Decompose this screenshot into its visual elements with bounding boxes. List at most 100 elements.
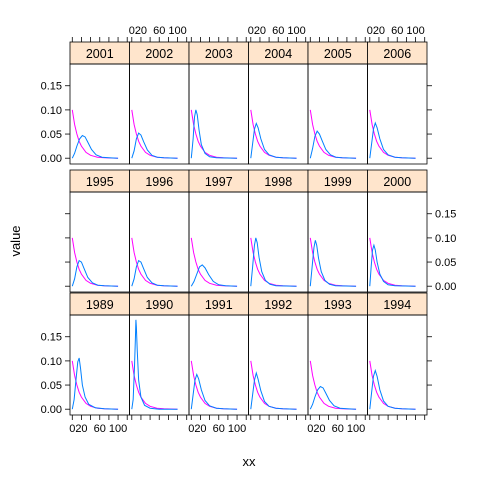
- panel-box-1996: [129, 191, 190, 293]
- panel-1992: 1992: [248, 292, 309, 416]
- strip-label-1997: 1997: [205, 175, 233, 189]
- series-magenta-1992: [250, 360, 297, 410]
- x-tick-label: 0: [307, 423, 313, 435]
- panel-2001: 2001: [69, 41, 130, 165]
- strip-label-2001: 2001: [86, 47, 114, 61]
- strip-label-1995: 1995: [86, 175, 114, 189]
- series-blue-2000: [369, 243, 416, 287]
- x-tick-label: 60: [272, 25, 284, 37]
- series-magenta-2001: [71, 109, 119, 159]
- y-tick-label: 0.00: [41, 404, 62, 416]
- series-magenta-2005: [309, 109, 357, 159]
- series-blue-1994: [369, 368, 416, 410]
- series-blue-1995: [71, 259, 119, 287]
- series-blue-1999: [309, 240, 357, 287]
- strip-label-1993: 1993: [324, 298, 352, 312]
- x-tick-label: 100: [347, 423, 365, 435]
- y-tick-label: 0.00: [435, 281, 456, 293]
- x-tick-label: 100: [168, 25, 186, 37]
- panel-box-1993: [307, 314, 368, 416]
- y-tick-label: 0.10: [41, 356, 62, 368]
- y-tick-label: 0.15: [435, 209, 456, 221]
- panel-1994: 1994: [367, 292, 428, 416]
- x-tick-label: 20: [135, 25, 147, 37]
- panel-box-2000: [367, 191, 428, 293]
- strip-label-2004: 2004: [264, 47, 292, 61]
- series-magenta-2006: [369, 109, 416, 159]
- panel-1991: 1991: [188, 292, 249, 416]
- x-tick-label: 0: [129, 25, 135, 37]
- x-tick-label: 60: [153, 25, 165, 37]
- strip-label-2005: 2005: [324, 47, 352, 61]
- panels-layer: 1989 1990 1991 1992 1993 1994 1995 1996 1997 1998…: [69, 41, 428, 416]
- panel-1996: 1996: [129, 169, 190, 293]
- x-tick-label: 0: [248, 25, 254, 37]
- series-magenta-1994: [369, 360, 416, 410]
- x-tick-label: 60: [332, 423, 344, 435]
- panel-box-1992: [248, 314, 309, 416]
- series-magenta-2003: [190, 109, 238, 159]
- panel-box-2002: [129, 63, 190, 165]
- panel-box-2006: [367, 63, 428, 165]
- x-tick-label: 20: [373, 25, 385, 37]
- panel-1993: 1993: [307, 292, 368, 416]
- x-tick-label: 60: [391, 25, 403, 37]
- series-blue-2002: [131, 132, 178, 159]
- series-magenta-1991: [190, 360, 238, 410]
- series-magenta-1990: [131, 360, 178, 410]
- panel-box-2005: [307, 63, 368, 165]
- panel-box-1995: [69, 191, 130, 293]
- y-tick-label: 0.05: [435, 257, 456, 269]
- panel-1998: 1998: [248, 169, 309, 293]
- series-magenta-1993: [309, 360, 357, 410]
- x-tick-label: 100: [109, 423, 127, 435]
- series-blue-1998: [250, 237, 297, 287]
- y-tick-label: 0.00: [41, 153, 62, 165]
- x-tick-label: 20: [75, 423, 87, 435]
- strip-label-1990: 1990: [145, 298, 173, 312]
- series-magenta-1997: [190, 237, 238, 287]
- series-magenta-2004: [250, 109, 297, 159]
- series-blue-1996: [131, 259, 178, 287]
- panel-box-1994: [367, 314, 428, 416]
- panel-2005: 2005: [307, 41, 368, 165]
- x-tick-label: 20: [254, 25, 266, 37]
- panel-1990: 1990: [129, 292, 190, 416]
- strip-label-2003: 2003: [205, 47, 233, 61]
- strip-label-1992: 1992: [264, 298, 292, 312]
- series-blue-1992: [250, 371, 297, 410]
- x-tick-label: 100: [287, 25, 305, 37]
- series-blue-1991: [190, 372, 238, 410]
- y-tick-label: 0.10: [435, 233, 456, 245]
- panel-box-2004: [248, 63, 309, 165]
- strip-label-1994: 1994: [383, 298, 411, 312]
- strip-label-1991: 1991: [205, 298, 233, 312]
- strip-label-1998: 1998: [264, 175, 292, 189]
- y-tick-label: 0.05: [41, 380, 62, 392]
- strip-label-1989: 1989: [86, 298, 114, 312]
- series-blue-2005: [309, 130, 357, 159]
- x-tick-label: 0: [69, 423, 75, 435]
- panel-box-1989: [69, 314, 130, 416]
- panel-2002: 2002: [129, 41, 190, 165]
- panel-2006: 2006: [367, 41, 428, 165]
- y-tick-label: 0.05: [41, 129, 62, 141]
- x-tick-label: 60: [213, 423, 225, 435]
- panel-box-1991: [188, 314, 249, 416]
- x-tick-label: 0: [188, 423, 194, 435]
- strip-label-2000: 2000: [383, 175, 411, 189]
- y-tick-label: 0.15: [41, 332, 62, 344]
- x-tick-label: 100: [406, 25, 424, 37]
- series-magenta-1989: [71, 360, 119, 410]
- series-blue-2006: [369, 121, 416, 159]
- panel-box-2003: [188, 63, 249, 165]
- panel-1997: 1997: [188, 169, 249, 293]
- panel-1995: 1995: [69, 169, 130, 293]
- strip-label-2002: 2002: [145, 47, 173, 61]
- x-axis-title: xx: [243, 454, 257, 469]
- x-tick-label: 20: [313, 423, 325, 435]
- panel-1999: 1999: [307, 169, 368, 293]
- panel-1989: 1989: [69, 292, 130, 416]
